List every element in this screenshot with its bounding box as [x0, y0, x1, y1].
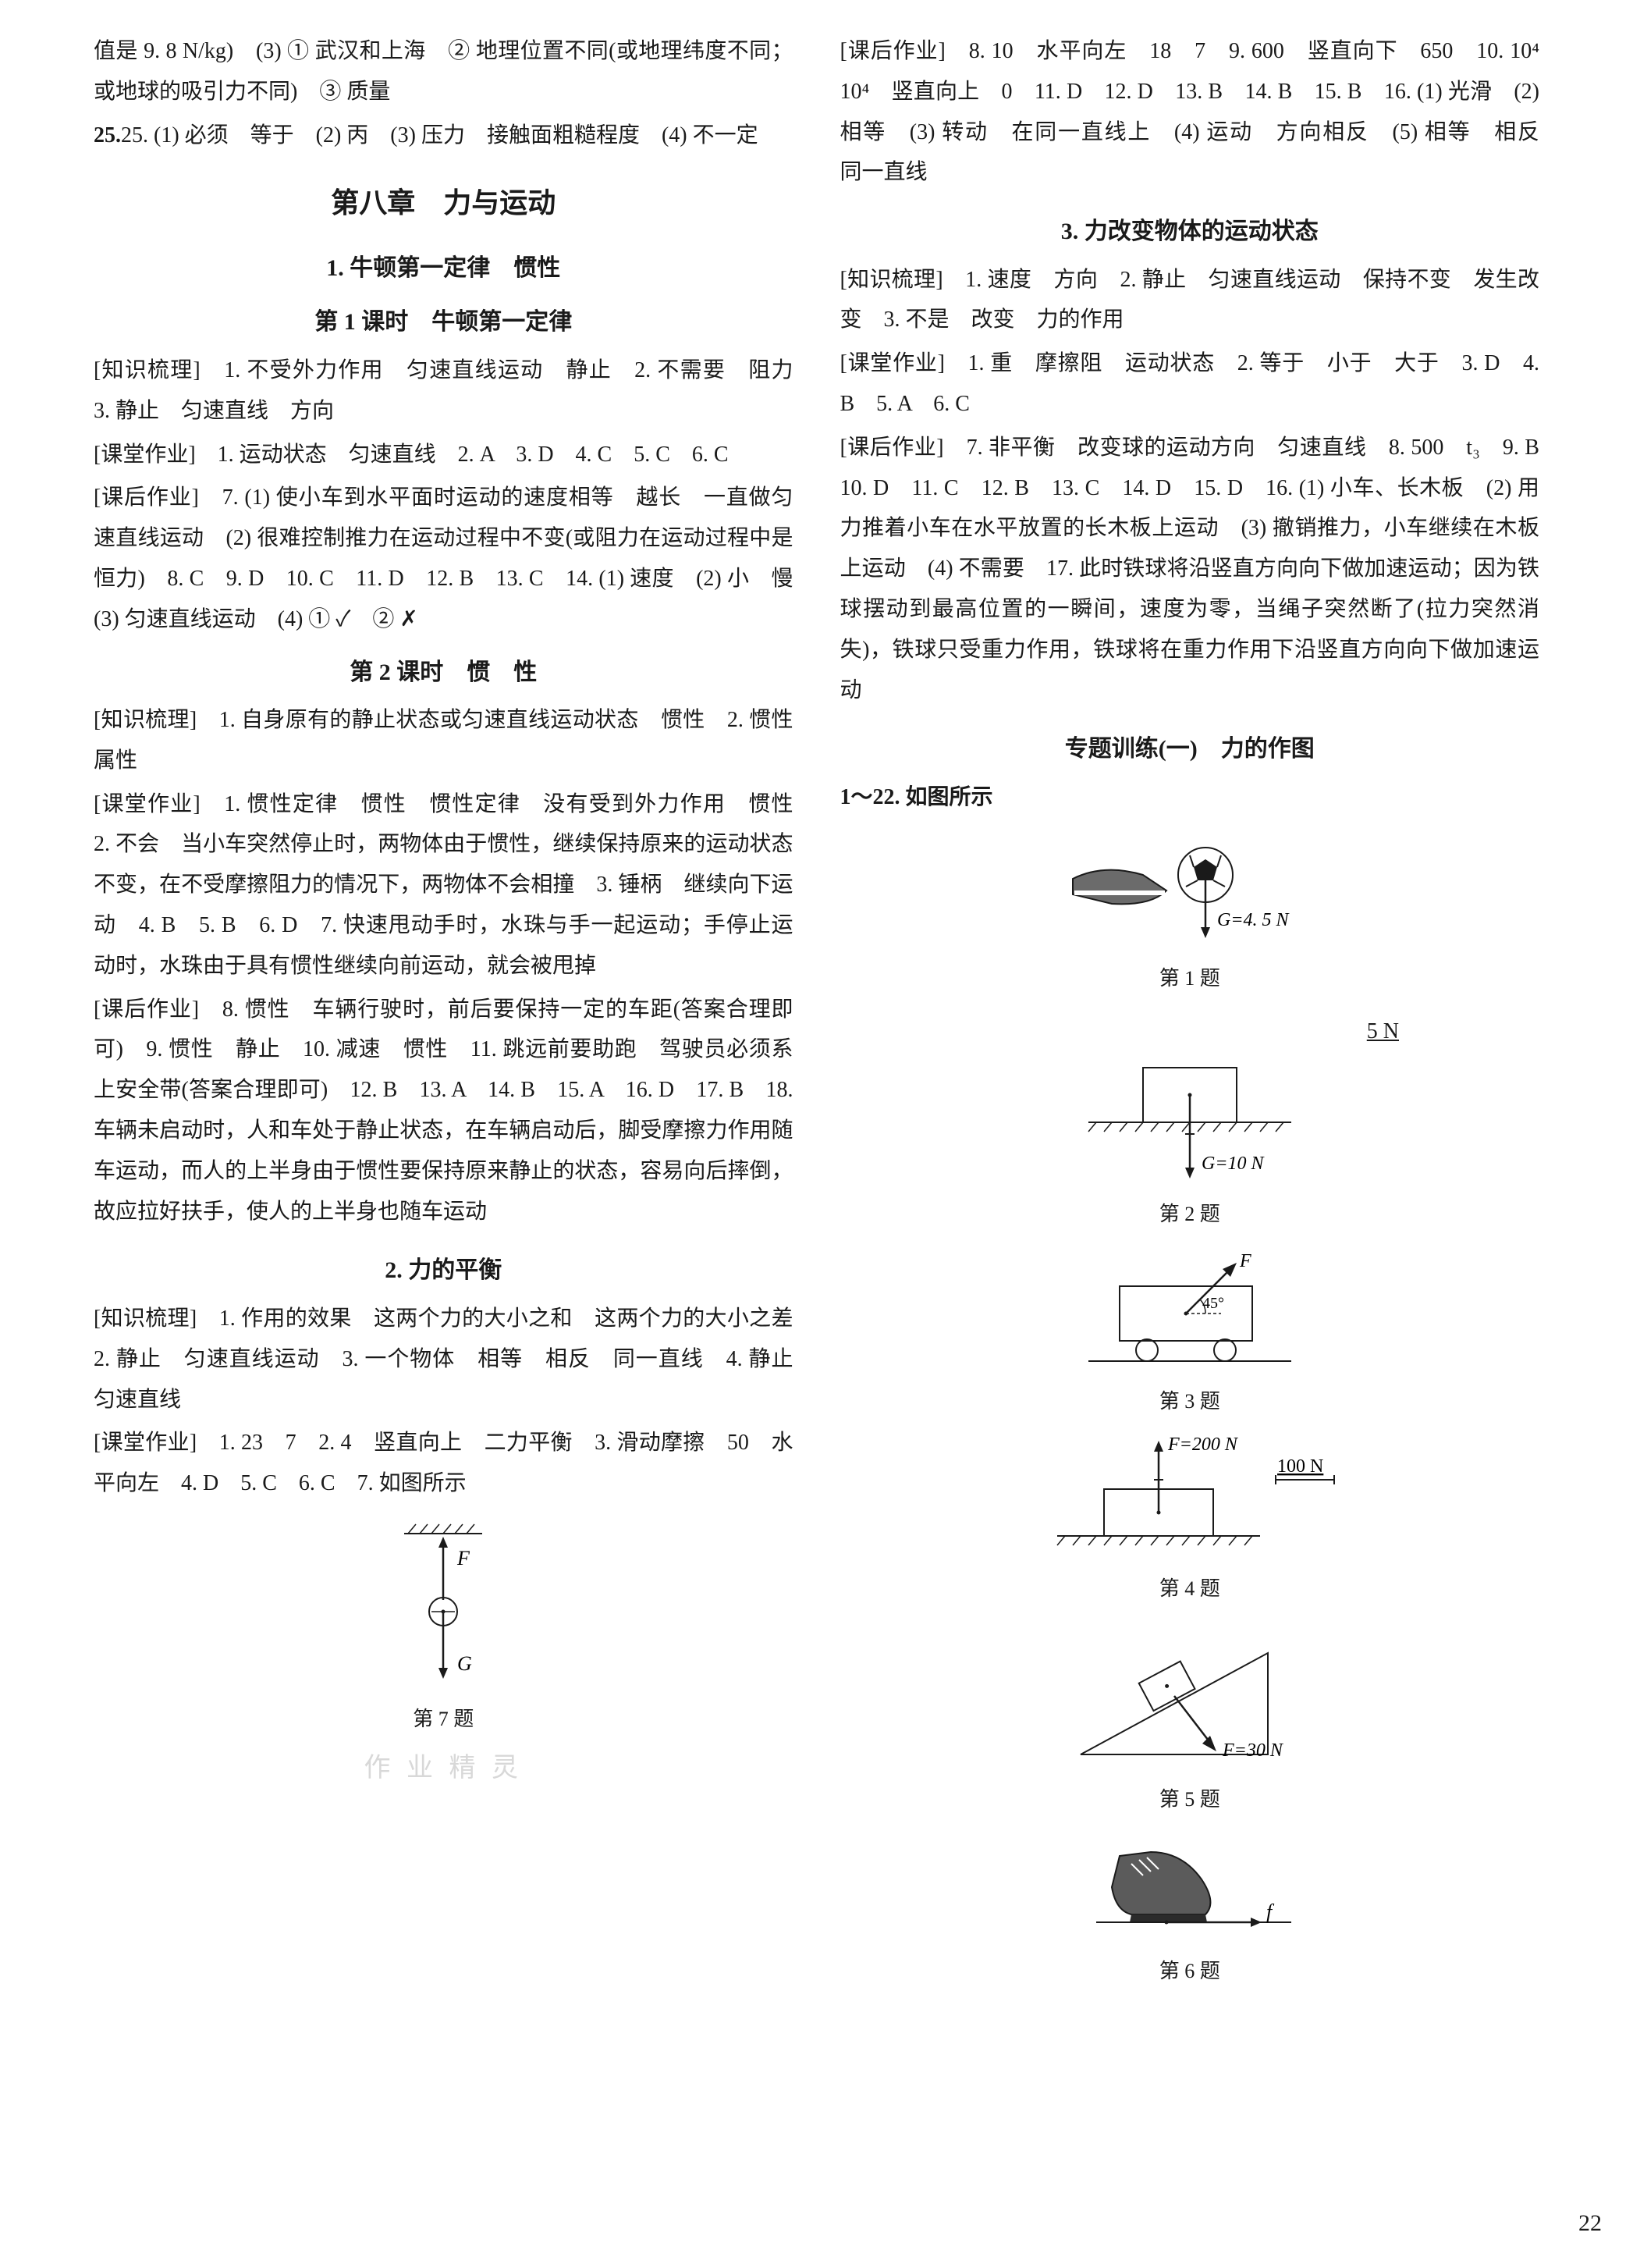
lesson-2-title: 第 2 课时 惯 性 — [94, 651, 793, 695]
s2-homework: [课后作业] 8. 10 水平向左 18 7 9. 600 竖直向下 650 1… — [840, 31, 1540, 193]
s2-classwork: [课堂作业] 1. 23 7 2. 4 竖直向上 二力平衡 3. 滑动摩擦 50… — [94, 1423, 793, 1504]
watermark: 作 业 精 灵 — [94, 1744, 793, 1793]
right-column: [课后作业] 8. 10 水平向左 18 7 9. 600 竖直向下 650 1… — [840, 31, 1540, 2004]
left-column: 值是 9. 8 N/kg) (3) ① 武汉和上海 ② 地理位置不同(或地理纬度… — [94, 31, 793, 2004]
figure-7-caption: 第 7 题 — [94, 1701, 793, 1738]
figure-3-caption: 第 3 题 — [840, 1383, 1540, 1420]
figure-2-caption: 第 2 题 — [840, 1196, 1540, 1233]
s1-classwork: [课堂作业] 1. 运动状态 匀速直线 2. A 3. D 4. C 5. C … — [94, 435, 793, 475]
section-2-title: 2. 力的平衡 — [94, 1249, 793, 1292]
figure-4-caption: 第 4 题 — [840, 1570, 1540, 1608]
figure-7-svg: F G — [365, 1518, 521, 1697]
figure-2-svg: G=10 N — [1057, 1052, 1322, 1193]
fig7-G-label: G — [457, 1652, 472, 1675]
lesson-1-title: 第 1 课时 牛顿第一定律 — [94, 300, 793, 344]
section-3-title: 3. 力改变物体的运动状态 — [840, 210, 1540, 254]
figure-4: F=200 N 100 N 第 4 题 — [840, 1434, 1540, 1608]
fig7-F-label: F — [456, 1547, 470, 1569]
fig4-scale: 100 N — [1277, 1456, 1323, 1477]
s1-homework: [课后作业] 7. (1) 使小车到水平面时运动的速度相等 越长 一直做匀速直线… — [94, 478, 793, 639]
fig2-G-label: G=10 N — [1202, 1154, 1266, 1174]
figure-3: F 45° 第 3 题 — [840, 1247, 1540, 1420]
figure-1-caption: 第 1 题 — [840, 960, 1540, 997]
figure-6-caption: 第 6 题 — [840, 1953, 1540, 1990]
s3-knowledge: [知识梳理] 1. 速度 方向 2. 静止 匀速直线运动 保持不变 发生改变 3… — [840, 260, 1540, 341]
s1-knowledge: [知识梳理] 1. 不受外力作用 匀速直线运动 静止 2. 不需要 阻力 3. … — [94, 350, 793, 432]
figure-2: 5 N G=10 N 第 2 题 — [840, 1011, 1540, 1233]
page-number: 22 — [1578, 2202, 1602, 2245]
top-line2: 25.25. (1) 必须 等于 (2) 丙 (3) 压力 接触面粗糙程度 (4… — [94, 116, 793, 156]
figure-3-svg: F 45° — [1057, 1247, 1322, 1380]
figure-1: G=4. 5 N 第 1 题 — [840, 832, 1540, 997]
s1b-classwork: [课堂作业] 1. 惯性定律 惯性 惯性定律 没有受到外力作用 惯性 2. 不会… — [94, 784, 793, 986]
figure-6-svg: f — [1073, 1833, 1307, 1950]
figure-5-caption: 第 5 题 — [840, 1781, 1540, 1818]
figure-4-svg: F=200 N 100 N — [1026, 1434, 1354, 1567]
fig4-F-label: F=200 N — [1167, 1434, 1239, 1455]
chapter-title: 第八章 力与运动 — [94, 177, 793, 229]
fig1-G-label: G=4. 5 N — [1217, 910, 1290, 930]
special-topic-title: 专题训练(一) 力的作图 — [840, 727, 1540, 771]
fig2-scale: 5 N — [840, 1011, 1540, 1052]
s1b-homework: [课后作业] 8. 惯性 车辆行驶时，前后要保持一定的车距(答案合理即可) 9.… — [94, 990, 793, 1232]
s3-homework: [课后作业] 7. 非平衡 改变球的运动方向 匀速直线 8. 500 t₃ 9.… — [840, 428, 1540, 711]
figure-6: f 第 6 题 — [840, 1833, 1540, 1990]
s3-classwork: [课堂作业] 1. 重 摩擦阻 运动状态 2. 等于 小于 大于 3. D 4.… — [840, 343, 1540, 425]
fig3-angle: 45° — [1202, 1295, 1224, 1312]
figure-5-svg: F=30 N — [1049, 1622, 1330, 1778]
figure-5: F=30 N 第 5 题 — [840, 1622, 1540, 1818]
fig3-F-label: F — [1239, 1251, 1251, 1271]
s2-knowledge: [知识梳理] 1. 作用的效果 这两个力的大小之和 这两个力的大小之差 2. 静… — [94, 1299, 793, 1420]
zt-intro: 1～22. 如图所示 — [840, 777, 1540, 818]
top-fragment: 值是 9. 8 N/kg) (3) ① 武汉和上海 ② 地理位置不同(或地理纬度… — [94, 31, 793, 112]
figure-1-svg: G=4. 5 N — [1057, 832, 1322, 957]
figure-7: F G 第 7 题 — [94, 1518, 793, 1738]
s1b-knowledge: [知识梳理] 1. 自身原有的静止状态或匀速直线运动状态 惯性 2. 惯性 属性 — [94, 700, 793, 781]
fig5-F-label: F=30 N — [1222, 1740, 1284, 1761]
fig6-f-label: f — [1266, 1900, 1275, 1923]
section-1-title: 1. 牛顿第一定律 惯性 — [94, 247, 793, 290]
